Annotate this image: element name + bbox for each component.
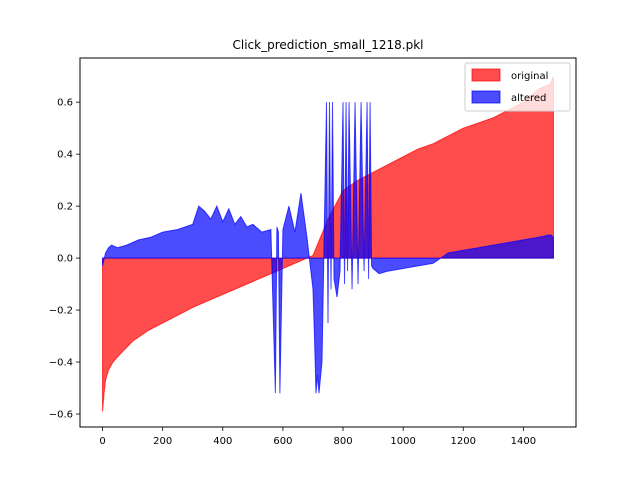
y-tick-label: −0.4: [49, 358, 73, 369]
legend-swatch-original: [471, 68, 501, 82]
x-tick-label: 600: [273, 436, 292, 447]
legend: original altered: [464, 62, 571, 112]
series-original-area: [102, 76, 554, 412]
x-tick-label: 400: [213, 436, 232, 447]
y-tick-label: 0.6: [57, 98, 73, 109]
y-tick-label: −0.6: [49, 410, 73, 421]
x-tick-label: 200: [153, 436, 172, 447]
x-tick-label: 1400: [511, 436, 536, 447]
legend-label-original: original: [511, 71, 548, 82]
legend-swatch-altered: [471, 90, 501, 104]
series-altered-area: [102, 102, 554, 394]
y-axis: −0.6 −0.4 −0.2 0.0 0.2 0.4 0.6: [49, 98, 80, 421]
plot-frame: [79, 57, 577, 428]
y-tick-label: 0.0: [57, 254, 73, 265]
x-tick-label: 0: [99, 436, 105, 447]
x-tick-label: 800: [333, 436, 352, 447]
x-tick-label: 1000: [390, 436, 415, 447]
y-tick-label: −0.2: [49, 306, 73, 317]
y-tick-label: 0.4: [57, 150, 73, 161]
series-layer: [102, 76, 554, 412]
x-axis: 0 200 400 600 800 1000 1200 1400: [99, 427, 536, 447]
x-tick-label: 1200: [451, 436, 476, 447]
chart-title: Click_prediction_small_1218.pkl: [232, 38, 423, 52]
legend-label-altered: altered: [511, 93, 546, 104]
y-tick-label: 0.2: [57, 202, 73, 213]
